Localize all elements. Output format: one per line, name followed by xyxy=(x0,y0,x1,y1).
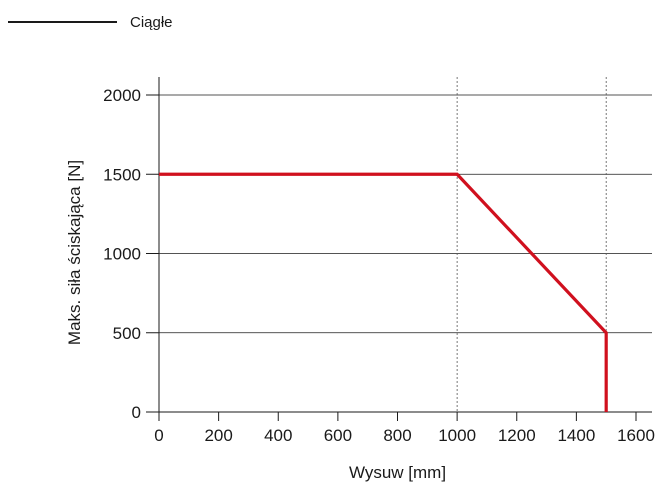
x-tick-label: 800 xyxy=(383,426,411,445)
y-tick-label: 1000 xyxy=(103,245,141,264)
y-tick-label: 0 xyxy=(132,403,141,422)
y-tick-label: 500 xyxy=(113,324,141,343)
y-tick-label: 2000 xyxy=(103,86,141,105)
y-axis-title: Maks. siła ściskająca [N] xyxy=(65,160,84,345)
x-tick-label: 1200 xyxy=(498,426,536,445)
series xyxy=(159,172,608,412)
reference-lines xyxy=(456,77,607,412)
grid xyxy=(159,94,652,334)
series-line xyxy=(159,172,608,412)
y-tick-label: 1500 xyxy=(103,165,141,184)
axes xyxy=(158,77,652,413)
legend: Ciągłe xyxy=(8,14,173,31)
x-tick-label: 1600 xyxy=(617,426,655,445)
x-tick-label: 1000 xyxy=(438,426,476,445)
x-tick-label: 0 xyxy=(154,426,163,445)
legend-label: Ciągłe xyxy=(130,14,173,31)
x-axis-title: Wysuw [mm] xyxy=(349,463,446,482)
x-tick-label: 400 xyxy=(264,426,292,445)
x-tick-label: 200 xyxy=(204,426,232,445)
x-tick-label: 1400 xyxy=(557,426,595,445)
ticks: 0 200 400 600 800 1000 1200 1400 1600 0 500 1000 150… xyxy=(103,86,655,445)
x-tick-label: 600 xyxy=(324,426,352,445)
